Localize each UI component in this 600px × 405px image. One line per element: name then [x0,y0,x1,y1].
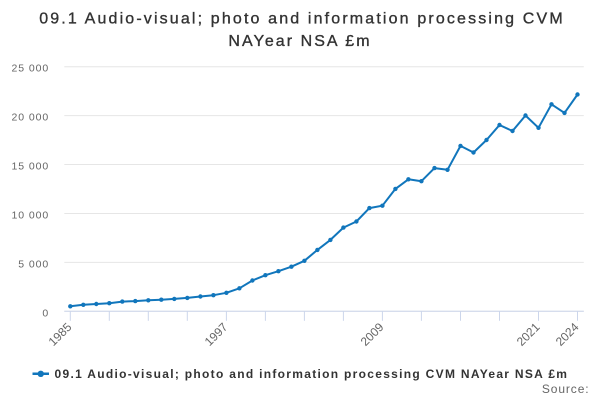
svg-text:5 000: 5 000 [18,258,49,270]
svg-text:09.1 Audio-visual; photo and i: 09.1 Audio-visual; photo and information… [39,10,565,27]
svg-text:Source:: Source: [542,382,590,396]
svg-text:15 000: 15 000 [12,161,50,173]
svg-text:10 000: 10 000 [12,209,50,221]
svg-text:NAYear NSA £m: NAYear NSA £m [228,33,371,50]
svg-text:0: 0 [42,307,49,319]
svg-text:25 000: 25 000 [12,63,50,75]
svg-text:20 000: 20 000 [12,112,50,124]
svg-text:09.1 Audio-visual; photo and i: 09.1 Audio-visual; photo and information… [55,367,569,381]
